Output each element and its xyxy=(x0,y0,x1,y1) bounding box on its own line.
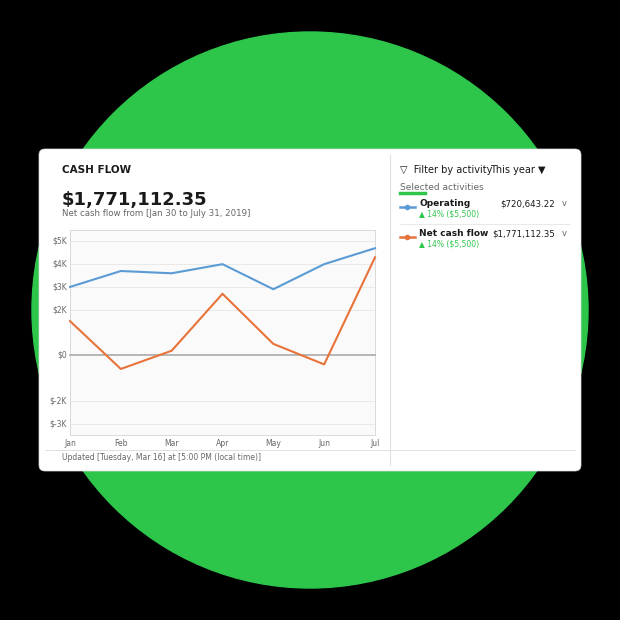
Text: $720,643.22: $720,643.22 xyxy=(500,200,555,208)
Text: Net cash flow from [Jan 30 to July 31, 2019]: Net cash flow from [Jan 30 to July 31, 2… xyxy=(62,210,250,218)
Text: $1,771,112.35: $1,771,112.35 xyxy=(62,191,208,209)
Text: Jun: Jun xyxy=(318,438,330,448)
Text: ▲ 14% ($5,500): ▲ 14% ($5,500) xyxy=(419,210,479,218)
Text: Selected activities: Selected activities xyxy=(400,182,484,192)
Text: $1,771,112.35: $1,771,112.35 xyxy=(492,229,555,239)
Circle shape xyxy=(32,32,588,588)
Text: Mar: Mar xyxy=(164,438,179,448)
Text: v: v xyxy=(562,200,567,208)
Text: $2K: $2K xyxy=(52,305,67,314)
Text: Jul: Jul xyxy=(370,438,379,448)
Text: $0: $0 xyxy=(57,351,67,360)
Text: Jan: Jan xyxy=(64,438,76,448)
Text: $4K: $4K xyxy=(52,260,67,268)
Text: ▽  Filter by activity: ▽ Filter by activity xyxy=(400,165,492,175)
FancyBboxPatch shape xyxy=(39,149,581,471)
FancyBboxPatch shape xyxy=(70,230,375,435)
Text: Apr: Apr xyxy=(216,438,229,448)
Text: CASH FLOW: CASH FLOW xyxy=(62,165,131,175)
Text: Feb: Feb xyxy=(114,438,128,448)
Text: Updated [Tuesday, Mar 16] at [5:00 PM (local time)]: Updated [Tuesday, Mar 16] at [5:00 PM (l… xyxy=(62,453,261,463)
Text: v: v xyxy=(562,229,567,239)
Text: $5K: $5K xyxy=(52,237,67,246)
Text: This year ▼: This year ▼ xyxy=(490,165,546,175)
Text: Operating: Operating xyxy=(419,200,470,208)
Text: Net cash flow: Net cash flow xyxy=(419,229,489,239)
Text: $-3K: $-3K xyxy=(50,419,67,428)
Text: May: May xyxy=(265,438,281,448)
Text: ▲ 14% ($5,500): ▲ 14% ($5,500) xyxy=(419,239,479,249)
Text: $3K: $3K xyxy=(52,283,67,291)
Text: $-2K: $-2K xyxy=(50,396,67,405)
